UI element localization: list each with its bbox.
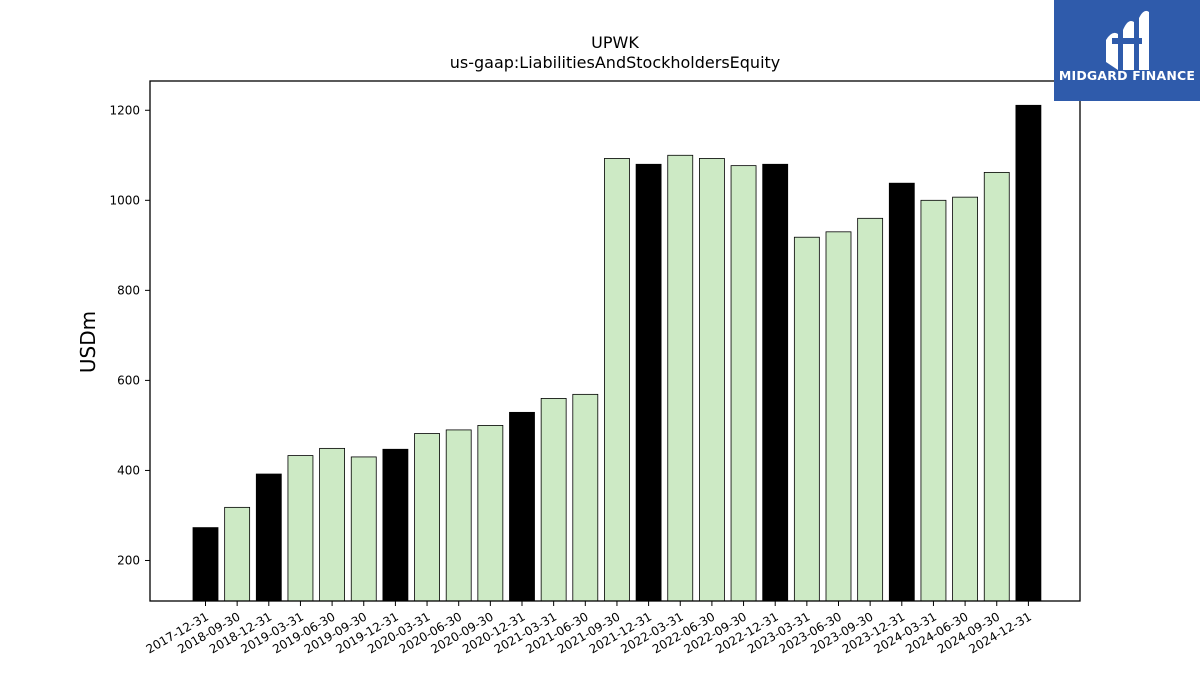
bar-2019-03-31 — [287, 455, 314, 602]
y-axis: 200 400 600 800 1000 1200 — [109, 103, 150, 567]
bar-2022-03-31 — [667, 154, 694, 602]
y-axis-label: USDm — [76, 311, 100, 373]
bar-2019-09-30 — [350, 456, 377, 602]
bar-2019-06-30 — [319, 447, 346, 602]
bar-2018-09-30 — [224, 506, 251, 602]
plot-frame — [149, 80, 1081, 602]
bar-2021-12-31 — [635, 163, 662, 602]
y-tick-label: 1000 — [109, 193, 140, 207]
bar-2019-12-31 — [382, 448, 409, 602]
bar-2022-06-30 — [699, 158, 725, 602]
bar-2022-12-31 — [762, 163, 789, 602]
logo-text: MIDGARD FINANCE — [1058, 68, 1196, 83]
bar-2024-09-30 — [983, 171, 1010, 602]
logo-mark-icon — [1106, 10, 1149, 70]
bar-2024-03-31 — [920, 199, 947, 602]
bar-2017-12-31 — [192, 527, 219, 602]
bar-2021-06-30 — [572, 393, 599, 602]
bar-2018-12-31 — [255, 473, 282, 602]
bar-2023-09-30 — [857, 217, 884, 602]
bar-2023-03-31 — [793, 236, 820, 602]
bar-2023-12-31 — [888, 182, 915, 602]
brand-logo: MIDGARD FINANCE — [1054, 0, 1200, 101]
y-tick-label: 600 — [117, 373, 140, 387]
y-tick-label: 400 — [117, 463, 140, 477]
bar-2020-09-30 — [477, 425, 504, 602]
bar-2024-12-31 — [1015, 104, 1042, 602]
bar-2021-03-31 — [540, 398, 567, 602]
bar-2020-06-30 — [445, 429, 472, 602]
bar-2024-06-30 — [952, 196, 978, 602]
bar-2023-06-30 — [825, 231, 852, 602]
chart-title: UPWK — [591, 33, 639, 52]
y-tick-label: 800 — [117, 283, 140, 297]
bar-2022-09-30 — [730, 165, 757, 602]
bar-2020-12-31 — [509, 411, 535, 602]
bar-2020-03-31 — [414, 433, 440, 602]
bars-group — [192, 104, 1042, 602]
y-tick-label: 200 — [117, 553, 140, 567]
x-axis: 2017-12-312018-09-302018-12-312019-03-31… — [144, 601, 1034, 656]
chart-subtitle: us-gaap:LiabilitiesAndStockholdersEquity — [450, 53, 781, 72]
bar-2021-09-30 — [604, 158, 630, 602]
y-tick-label: 1200 — [109, 103, 140, 117]
